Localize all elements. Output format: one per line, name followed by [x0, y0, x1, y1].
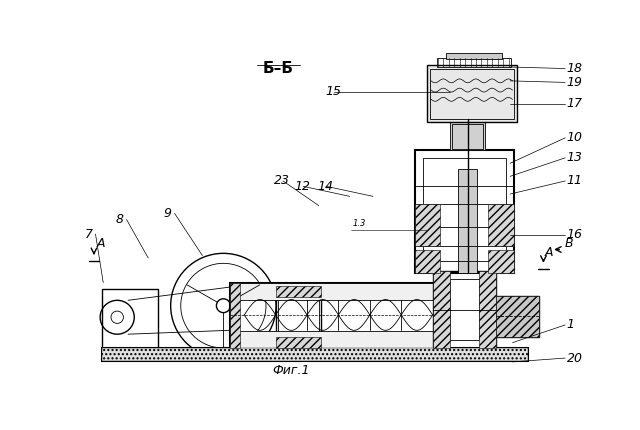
Bar — [488, 204, 514, 246]
Text: 15: 15 — [325, 85, 341, 98]
Bar — [230, 283, 241, 348]
Text: 14: 14 — [317, 180, 333, 193]
Bar — [430, 68, 514, 120]
Circle shape — [501, 239, 509, 246]
Bar — [278, 297, 319, 337]
Bar — [450, 279, 479, 341]
Bar — [496, 296, 539, 337]
Text: Фиг.1: Фиг.1 — [272, 363, 310, 377]
Bar — [230, 331, 439, 348]
Text: 17: 17 — [566, 98, 582, 111]
Text: 13: 13 — [566, 151, 582, 164]
Bar — [451, 123, 484, 150]
Bar — [446, 53, 502, 59]
Bar — [230, 283, 439, 300]
Text: 1.3: 1.3 — [353, 219, 366, 228]
Text: 16: 16 — [566, 228, 582, 241]
Text: 10: 10 — [566, 131, 582, 144]
Text: 20: 20 — [566, 352, 582, 365]
Bar — [415, 150, 514, 273]
Text: В: В — [564, 237, 573, 250]
Bar — [433, 271, 496, 348]
Bar — [276, 337, 321, 348]
Circle shape — [501, 211, 509, 219]
Bar — [102, 289, 157, 348]
Bar — [276, 286, 321, 297]
Bar — [276, 286, 321, 348]
Text: 8: 8 — [116, 213, 124, 226]
Bar — [433, 271, 450, 348]
Text: 19: 19 — [566, 76, 582, 89]
Bar — [102, 348, 528, 361]
Text: 18: 18 — [566, 62, 582, 75]
Circle shape — [423, 239, 431, 246]
Bar — [479, 271, 496, 348]
Text: 9: 9 — [164, 207, 172, 220]
Circle shape — [423, 211, 431, 219]
Text: Б–Б: Б–Б — [262, 61, 293, 76]
Bar — [102, 348, 528, 361]
Text: 7: 7 — [84, 227, 93, 241]
Bar — [458, 169, 477, 273]
Bar — [452, 124, 483, 149]
Bar — [415, 250, 440, 273]
Bar — [496, 296, 539, 337]
Text: А: А — [545, 246, 554, 259]
Text: 23: 23 — [274, 175, 290, 187]
Bar — [436, 58, 511, 67]
Bar — [415, 204, 440, 246]
Bar — [488, 250, 514, 273]
Text: 1: 1 — [566, 319, 575, 332]
Bar — [422, 158, 506, 273]
Text: 12: 12 — [294, 180, 310, 193]
Text: А: А — [96, 237, 105, 250]
Bar — [428, 65, 517, 123]
Text: 11: 11 — [566, 175, 582, 187]
Bar — [230, 283, 439, 348]
